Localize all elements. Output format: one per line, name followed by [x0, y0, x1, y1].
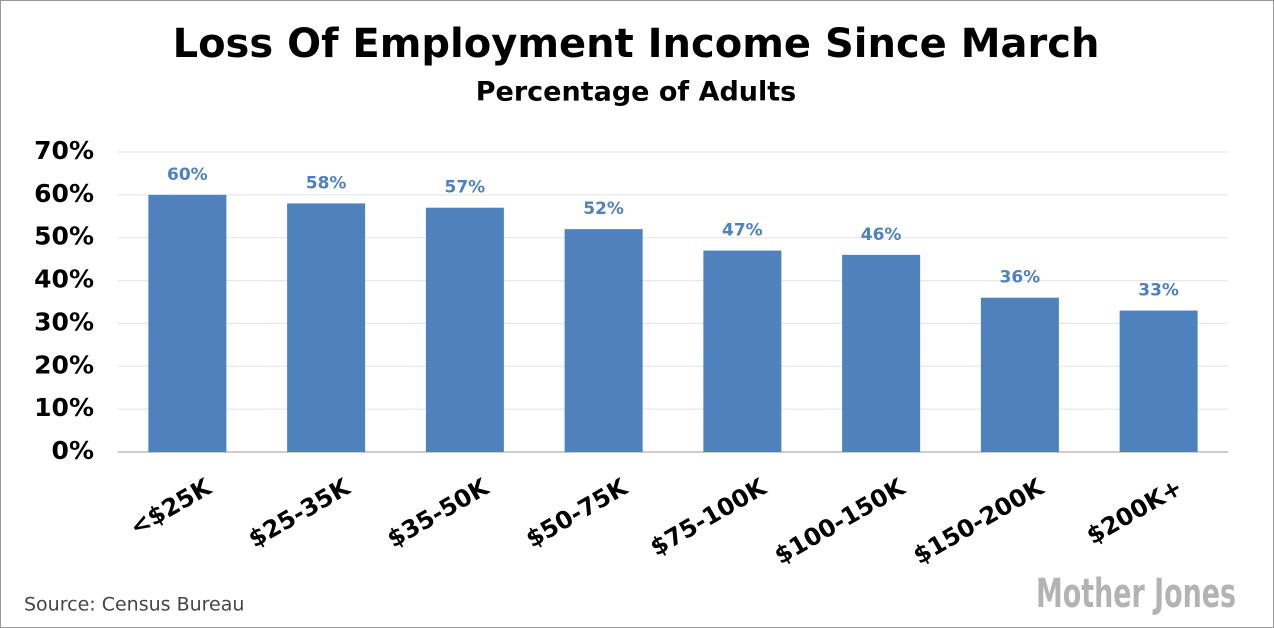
bar [148, 194, 227, 452]
bar [703, 250, 782, 452]
value-label: 36% [1000, 268, 1041, 288]
bar [564, 229, 643, 452]
bar [1119, 310, 1198, 452]
value-label: 58% [306, 173, 347, 193]
logo: Mother Jones [1036, 571, 1236, 617]
chart-title: Loss Of Employment Income Since March [173, 21, 1100, 67]
source-note: Source: Census Bureau [24, 594, 244, 616]
y-tick-label: 10% [34, 393, 94, 422]
value-label: 52% [583, 199, 624, 219]
value-label: 47% [722, 221, 763, 241]
y-tick-label: 30% [34, 307, 94, 336]
y-tick-label: 60% [34, 179, 94, 208]
y-tick-label: 0% [52, 436, 94, 465]
bar [842, 254, 921, 452]
value-label: 33% [1138, 281, 1179, 301]
y-tick-label: 50% [34, 222, 94, 251]
value-label: 46% [861, 225, 902, 245]
bar [980, 297, 1059, 452]
bar [425, 207, 504, 452]
value-label: 57% [445, 178, 486, 198]
chart-subtitle: Percentage of Adults [476, 77, 797, 108]
value-label: 60% [167, 165, 208, 185]
y-tick-label: 70% [34, 136, 94, 165]
y-tick-label: 20% [34, 350, 94, 379]
bar [287, 203, 366, 452]
y-tick-label: 40% [34, 265, 94, 294]
